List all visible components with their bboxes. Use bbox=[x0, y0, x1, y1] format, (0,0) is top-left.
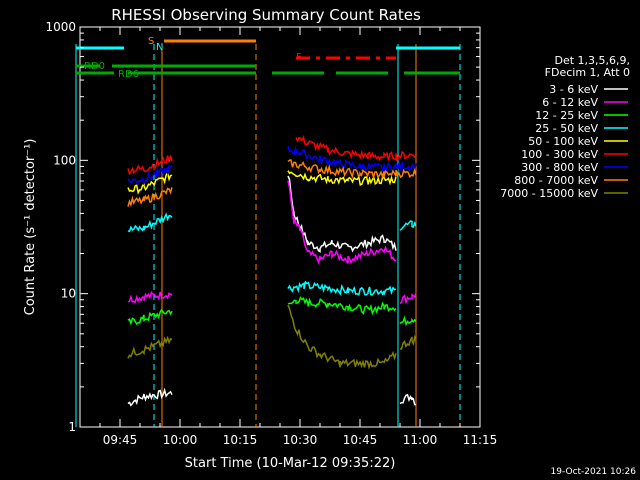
legend-label: 12 - 25 keV bbox=[535, 109, 598, 122]
series-line bbox=[287, 175, 397, 253]
series-line bbox=[399, 393, 417, 406]
legend-label: 300 - 800 keV bbox=[521, 161, 598, 174]
x-tick-label: 10:30 bbox=[283, 433, 318, 447]
series-line bbox=[399, 220, 417, 231]
series-line bbox=[399, 315, 417, 327]
series-line bbox=[127, 171, 173, 195]
series-line bbox=[127, 387, 173, 407]
legend-label: 50 - 100 keV bbox=[528, 135, 598, 148]
series-line bbox=[287, 170, 397, 186]
series-line bbox=[127, 155, 173, 176]
series-line bbox=[127, 164, 173, 186]
series-line bbox=[287, 159, 417, 180]
legend-label: 25 - 50 keV bbox=[535, 122, 598, 135]
y-tick-label: 10 bbox=[61, 287, 76, 301]
flag-label: RD6 bbox=[118, 69, 139, 80]
x-tick-label: 09:45 bbox=[103, 433, 138, 447]
series-line bbox=[127, 308, 173, 326]
legend-label: 100 - 300 keV bbox=[521, 148, 598, 161]
series-line bbox=[287, 296, 397, 316]
legend-label: 3 - 6 keV bbox=[549, 83, 598, 96]
data-series bbox=[127, 134, 417, 407]
series-line bbox=[399, 334, 417, 350]
series-line bbox=[127, 335, 173, 359]
vertical-markers bbox=[75, 44, 461, 427]
x-axis-label: Start Time (10-Mar-12 09:35:22) bbox=[185, 456, 396, 471]
y-axis-label: Count Rate (s⁻¹ detector⁻¹) bbox=[23, 139, 38, 316]
y-tick-label: 1 bbox=[68, 420, 76, 434]
x-tick-label: 11:00 bbox=[403, 433, 438, 447]
x-tick-label: 10:15 bbox=[223, 433, 258, 447]
y-tick-label: 100 bbox=[53, 153, 76, 167]
series-line bbox=[127, 290, 173, 304]
flag-label: F bbox=[296, 52, 302, 63]
footer-date: 19-Oct-2021 10:26 bbox=[551, 467, 637, 477]
x-tick-label: 10:45 bbox=[343, 433, 378, 447]
series-line bbox=[295, 134, 417, 162]
flag-label: S bbox=[148, 36, 154, 47]
flag-label: N bbox=[156, 42, 163, 53]
series-line bbox=[287, 304, 397, 370]
series-line bbox=[287, 145, 417, 175]
series-line bbox=[287, 280, 397, 296]
legend-header: Det 1,3,5,6,9, bbox=[554, 54, 630, 67]
flag-label: RD0 bbox=[84, 61, 105, 72]
legend-label: 800 - 7000 keV bbox=[514, 174, 598, 187]
legend: Det 1,3,5,6,9,FDecim 1, Att 0 3 - 6 keV6 … bbox=[500, 54, 630, 200]
legend-label: 7000 - 15000 keV bbox=[500, 187, 598, 200]
x-axis: 09:45 10:00 10:15 10:30 10:45 11:00 11:15 bbox=[79, 27, 498, 447]
y-axis: 1 10 100 1000 bbox=[45, 20, 480, 434]
series-line bbox=[287, 180, 397, 265]
x-tick-label: 11:15 bbox=[463, 433, 498, 447]
chart-title: RHESSI Observing Summary Count Rates bbox=[111, 6, 421, 24]
y-tick-label: 1000 bbox=[45, 20, 76, 34]
legend-header: FDecim 1, Att 0 bbox=[545, 66, 630, 79]
legend-label: 6 - 12 keV bbox=[542, 96, 598, 109]
series-line bbox=[127, 212, 173, 233]
x-tick-label: 10:00 bbox=[163, 433, 198, 447]
series-line bbox=[127, 187, 173, 208]
series-line bbox=[399, 292, 417, 305]
